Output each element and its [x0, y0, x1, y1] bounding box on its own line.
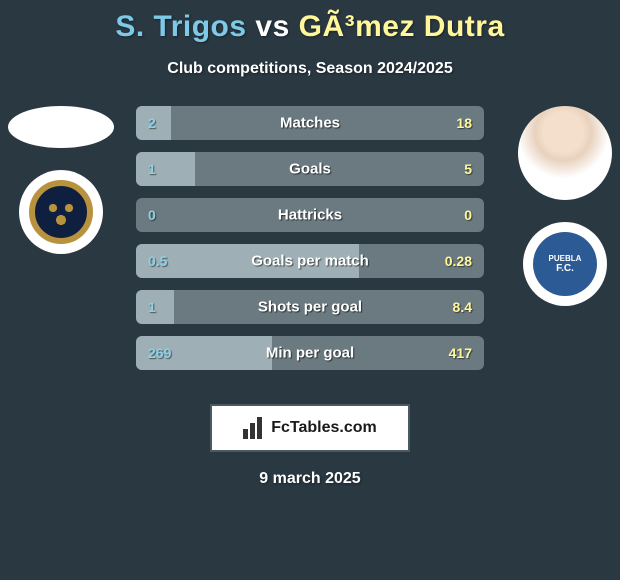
stat-label: Min per goal — [266, 345, 354, 362]
stat-value-right: 8.4 — [453, 299, 472, 315]
stat-value-left: 0 — [148, 207, 156, 223]
source-site: FcTables.com — [271, 419, 377, 437]
comparison-content: PUEBLA F.C. 2Matches181Goals50Hattricks0… — [0, 106, 620, 386]
player2-club-logo: PUEBLA F.C. — [523, 222, 607, 306]
stats-table: 2 Matches 18 1 Goals 5 0 Hattricks 0 0.5 Goals per… — [136, 106, 484, 382]
source-badge: FcTables.com — [210, 404, 410, 452]
stat-row: 269 Min per goal 417 — [136, 336, 484, 370]
stat-label: Matches — [280, 115, 340, 132]
stat-row: 1 Shots per goal 8.4 — [136, 290, 484, 324]
stat-label: Goals per match — [251, 253, 369, 270]
stat-bar-fill — [136, 152, 195, 186]
vs-text: vs — [255, 10, 289, 43]
player1-photo-placeholder — [8, 106, 114, 148]
stat-row: 2 Matches 18 — [136, 106, 484, 140]
stat-value-right: 417 — [449, 345, 472, 361]
player2-name: GÃ³mez Dutra — [299, 10, 505, 43]
stat-value-right: 0.28 — [445, 253, 472, 269]
player1-name: S. Trigos — [115, 10, 246, 43]
stat-value-right: 0 — [464, 207, 472, 223]
stat-value-right: 18 — [456, 115, 472, 131]
puebla-badge-text-top: PUEBLA — [549, 254, 582, 263]
stat-label: Hattricks — [278, 207, 342, 224]
subtitle: Club competitions, Season 2024/2025 — [0, 60, 620, 78]
stat-label: Shots per goal — [258, 299, 362, 316]
stat-value-left: 1 — [148, 161, 156, 177]
date-label: 9 march 2025 — [0, 470, 620, 488]
player1-column — [8, 106, 114, 254]
comparison-title: S. Trigos vs GÃ³mez Dutra — [0, 0, 620, 44]
player1-club-logo — [19, 170, 103, 254]
puebla-badge-text-bottom: F.C. — [556, 263, 574, 274]
pumas-badge-icon — [29, 180, 93, 244]
stat-row: 0.5 Goals per match 0.28 — [136, 244, 484, 278]
stat-label: Goals — [289, 161, 331, 178]
stat-value-left: 1 — [148, 299, 156, 315]
stat-value-right: 5 — [464, 161, 472, 177]
stat-value-left: 0.5 — [148, 253, 167, 269]
puebla-badge-icon: PUEBLA F.C. — [533, 232, 597, 296]
stat-row: 0 Hattricks 0 — [136, 198, 484, 232]
stat-value-left: 269 — [148, 345, 171, 361]
player2-photo — [518, 106, 612, 200]
stat-value-left: 2 — [148, 115, 156, 131]
player2-column: PUEBLA F.C. — [518, 106, 612, 306]
fctables-logo-icon — [243, 417, 265, 439]
stat-row: 1 Goals 5 — [136, 152, 484, 186]
